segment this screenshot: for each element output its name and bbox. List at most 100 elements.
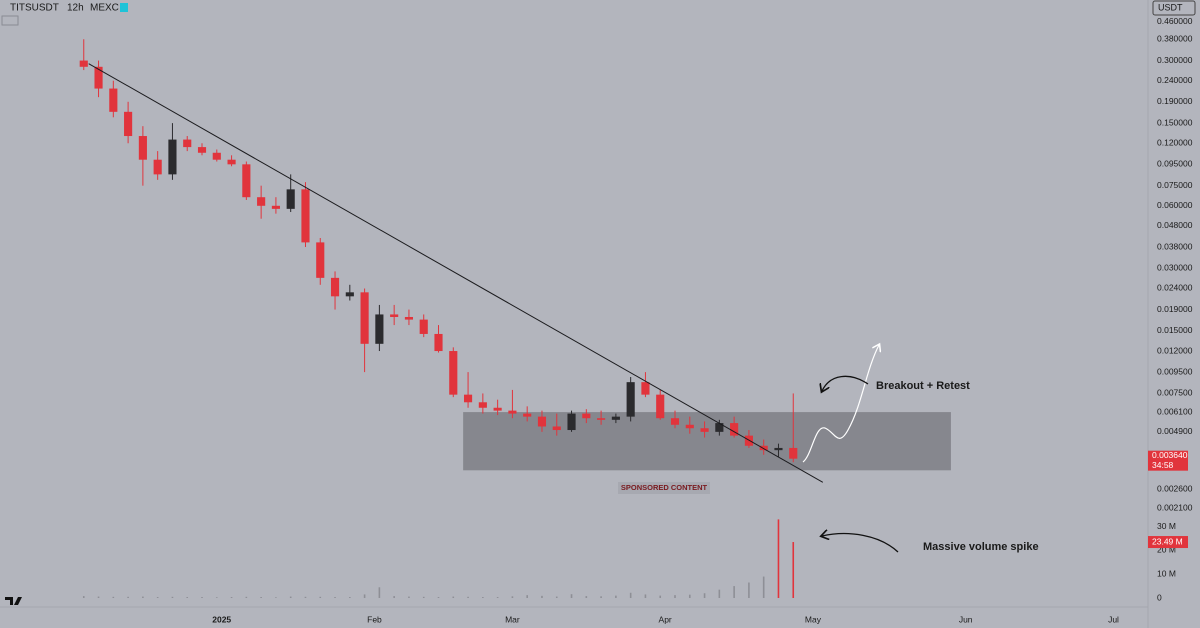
candle-body — [449, 351, 458, 395]
candle-body — [641, 382, 650, 395]
interval: 12h — [67, 3, 84, 14]
candle-body — [212, 152, 221, 160]
y-tick-label: 10 M — [1157, 568, 1176, 578]
y-tick-label: 0.006100 — [1157, 406, 1193, 416]
volume-tag — [1148, 536, 1188, 549]
y-tick-label: 0.009500 — [1157, 366, 1193, 376]
y-tick-label: 0.038000 — [1157, 241, 1193, 251]
sponsor-bg — [618, 482, 710, 494]
volume-bar — [570, 594, 573, 598]
volume-bar — [97, 596, 100, 598]
arrow — [822, 375, 869, 391]
candle-body — [79, 60, 88, 67]
candle-body — [464, 394, 473, 403]
candle-body — [434, 333, 443, 352]
volume-bar — [496, 597, 499, 598]
trendline — [88, 63, 824, 483]
currency: USDT — [1158, 2, 1183, 12]
x-tick-label: Apr — [659, 614, 672, 624]
volume-bar — [289, 596, 292, 598]
symbol: TITSUSDT — [10, 3, 59, 14]
volume-bar — [82, 596, 85, 598]
y-tick-label: 0.024000 — [1157, 283, 1193, 293]
volume-bar — [629, 592, 632, 598]
x-tick-label: 2025 — [212, 614, 231, 624]
candle-body — [271, 205, 280, 209]
y-tick-label: 0.007500 — [1157, 388, 1193, 398]
candle-body — [552, 426, 561, 431]
volume-bar — [319, 596, 322, 598]
volume-bar — [230, 597, 233, 598]
volume-bar — [201, 597, 203, 598]
volume-bar — [452, 596, 455, 598]
logo — [5, 597, 22, 605]
y-tick-label: 20 M — [1157, 545, 1176, 555]
candle-body — [168, 139, 177, 175]
candle-body — [390, 314, 399, 317]
volume-bar — [393, 596, 395, 598]
x-tick-label: May — [805, 614, 822, 624]
volume-bar — [733, 586, 735, 598]
arrow — [822, 534, 899, 553]
candle-body — [670, 418, 680, 425]
volume-bar — [762, 576, 765, 598]
candle-body — [700, 428, 709, 432]
volume-bar — [142, 596, 144, 598]
candle-body — [626, 382, 635, 417]
candle-body — [478, 402, 487, 408]
plot — [79, 39, 951, 598]
candle-body — [493, 407, 502, 411]
candle-body — [567, 413, 576, 431]
candle-body — [715, 423, 724, 432]
candle-body — [523, 413, 532, 417]
volume-bar — [422, 596, 425, 598]
volume-bar — [585, 596, 588, 598]
volume-bar — [363, 594, 366, 598]
volume-bar — [792, 542, 795, 598]
volume-bar — [408, 596, 410, 598]
candle-body — [685, 424, 694, 429]
candle-body — [330, 277, 340, 297]
candle-body — [153, 159, 162, 175]
candle-body — [508, 410, 517, 414]
y-tick-label: 30 M — [1157, 521, 1176, 531]
volume-bar — [600, 596, 602, 598]
volume-bar — [482, 597, 484, 598]
candle-body — [316, 242, 325, 278]
y-tick-label: 0.002600 — [1157, 483, 1193, 493]
volume-bar — [615, 595, 617, 598]
toggle[interactable] — [1, 15, 19, 26]
candle-body — [404, 316, 414, 320]
volume-bar — [334, 597, 336, 598]
x-tick-label: Jun — [959, 614, 973, 624]
candle-body — [774, 447, 783, 451]
candle-body — [138, 136, 147, 160]
price-tag — [1148, 450, 1188, 471]
volume-bar — [378, 587, 381, 598]
volume-bar — [245, 596, 248, 598]
y-tick-label: 0.002100 — [1157, 503, 1193, 513]
candle-body — [759, 445, 768, 451]
volume-bar — [718, 589, 721, 598]
x-tick-label: Mar — [505, 614, 520, 624]
candle-body — [537, 416, 547, 427]
candle-body — [286, 189, 295, 209]
volume-bar — [127, 596, 129, 598]
candle-body — [94, 66, 103, 89]
candle-body — [656, 394, 665, 419]
volume-bar — [541, 595, 543, 598]
volume-bar — [215, 597, 218, 598]
candle-body — [109, 88, 118, 112]
y-tick-label: 0.004900 — [1157, 426, 1193, 436]
y-tick-label: 0.300000 — [1157, 55, 1193, 65]
volume-bar — [511, 596, 514, 598]
candle-body — [124, 111, 133, 137]
candle-body — [789, 447, 798, 459]
currency-button[interactable] — [1152, 0, 1196, 16]
sponsor: SPONSORED CONTENT — [621, 483, 708, 492]
y-tick-label: 0.460000 — [1157, 16, 1193, 26]
volume-bar — [703, 593, 706, 598]
y-tick-label: 0.012000 — [1157, 345, 1193, 355]
